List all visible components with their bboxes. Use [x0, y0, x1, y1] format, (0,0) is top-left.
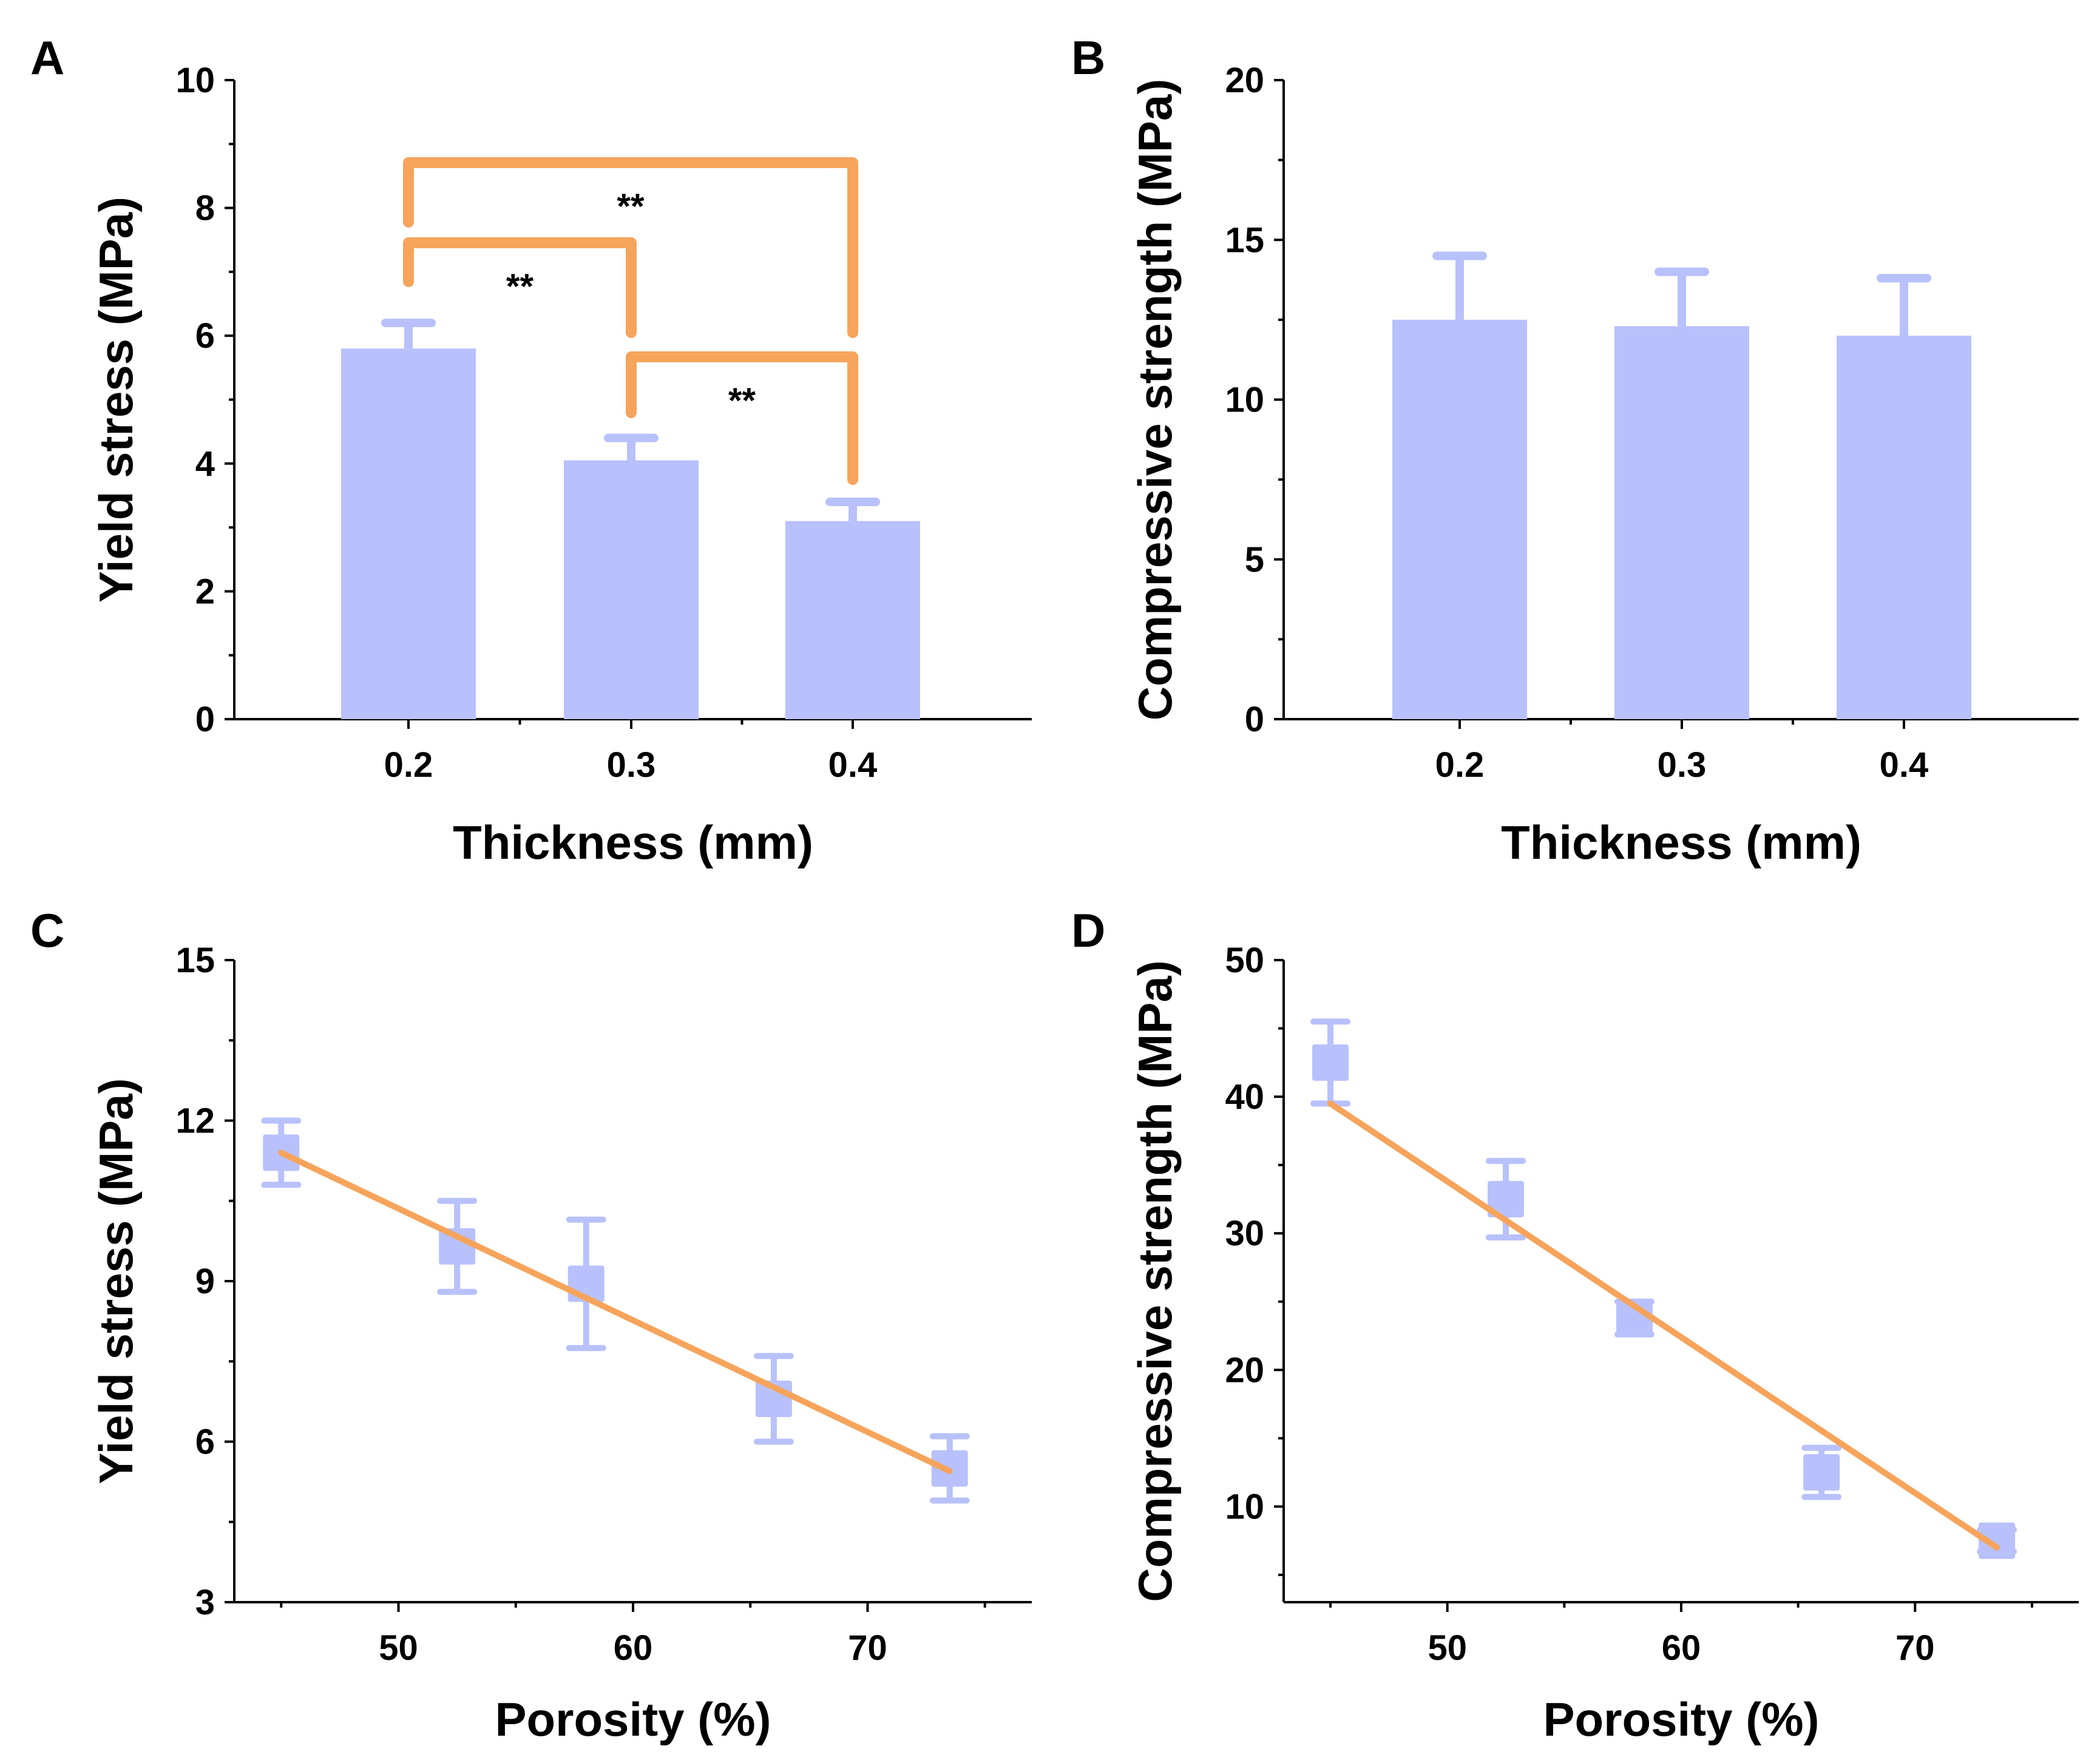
data-point [439, 1228, 476, 1265]
x-tick-label: 0.4 [1880, 745, 1929, 785]
x-axis-title: Thickness (mm) [453, 816, 813, 869]
x-tick-label: 0.2 [1435, 745, 1485, 785]
panel-label: B [1071, 31, 1105, 84]
y-tick-label: 20 [1225, 1350, 1264, 1390]
panel-b: B 0 5 10 15 20 Compressive strength (MPa) Thick… [1071, 31, 2079, 869]
y-axis-title: Yield stress (MPa) [89, 1078, 143, 1484]
y-tick-label: 8 [195, 189, 215, 228]
bar [785, 521, 920, 719]
panel-label: C [30, 904, 64, 957]
data-point [1488, 1180, 1525, 1217]
data-point [1803, 1454, 1840, 1491]
x-tick-label: 0.2 [384, 745, 433, 785]
x-tick-label: 50 [379, 1628, 418, 1668]
y-tick-label: 0 [195, 700, 215, 739]
bar [1614, 326, 1749, 719]
y-tick-label: 6 [195, 1423, 215, 1462]
y-axis-title: Compressive strength (MPa) [1128, 960, 1182, 1602]
panel-d: D 10 20 30 40 50 Compressive strength (MPa) Por… [1071, 904, 2079, 1746]
y-tick-label: 12 [175, 1101, 215, 1141]
significance-label: ** [617, 187, 645, 226]
y-tick-label: 15 [175, 941, 215, 980]
y-tick-label: 6 [195, 316, 215, 356]
y-tick-label: 10 [1225, 381, 1264, 420]
y-tick-label: 30 [1225, 1214, 1264, 1253]
bar [564, 460, 699, 719]
y-axis-title: Compressive strength (MPa) [1128, 79, 1182, 721]
x-tick-label: 70 [848, 1628, 887, 1668]
significance-bracket [403, 237, 637, 338]
y-tick-label: 10 [1225, 1487, 1264, 1526]
x-axis-title: Thickness (mm) [1501, 816, 1861, 869]
x-tick-label: 50 [1428, 1628, 1467, 1668]
bar [1392, 319, 1527, 719]
x-tick-label: 60 [1662, 1628, 1701, 1668]
significance-label: ** [728, 381, 756, 421]
y-tick-label: 50 [1225, 941, 1264, 980]
data-point [1312, 1044, 1349, 1081]
y-tick-label: 10 [175, 61, 215, 100]
bar [1837, 336, 1971, 719]
data-point [1979, 1522, 2016, 1559]
x-tick-label: 0.3 [1658, 745, 1707, 785]
x-tick-label: 0.3 [607, 745, 656, 785]
panel-label: D [1071, 904, 1105, 957]
y-tick-label: 5 [1245, 540, 1264, 580]
y-tick-label: 3 [195, 1583, 215, 1622]
y-tick-label: 0 [1245, 700, 1264, 739]
y-axis-title: Yield stress (MPa) [89, 197, 143, 603]
panel-label: A [30, 31, 64, 84]
panel-c: C 3 6 9 12 15 Yield stress (MPa) Porosity (%) 50… [30, 904, 1032, 1746]
fit-line [278, 1149, 953, 1474]
y-tick-label: 4 [195, 444, 215, 484]
y-tick-label: 2 [195, 572, 215, 611]
x-tick-label: 0.4 [828, 745, 878, 785]
fit-line [1327, 1100, 2000, 1551]
significance-label: ** [506, 267, 534, 306]
panel-a: A 0 2 4 6 8 10 Yield stress (MPa) Thickness (mm)… [30, 31, 1032, 869]
x-axis-title: Porosity (%) [1543, 1693, 1819, 1746]
x-tick-label: 70 [1895, 1628, 1935, 1668]
significance-bracket [626, 351, 858, 485]
y-tick-label: 40 [1225, 1077, 1264, 1117]
bar [341, 348, 476, 719]
significance-bracket [403, 157, 858, 338]
x-tick-label: 60 [614, 1628, 653, 1668]
y-tick-label: 9 [195, 1262, 215, 1301]
y-tick-label: 20 [1225, 61, 1264, 100]
x-axis-title: Porosity (%) [495, 1693, 771, 1746]
y-tick-label: 15 [1225, 220, 1264, 260]
